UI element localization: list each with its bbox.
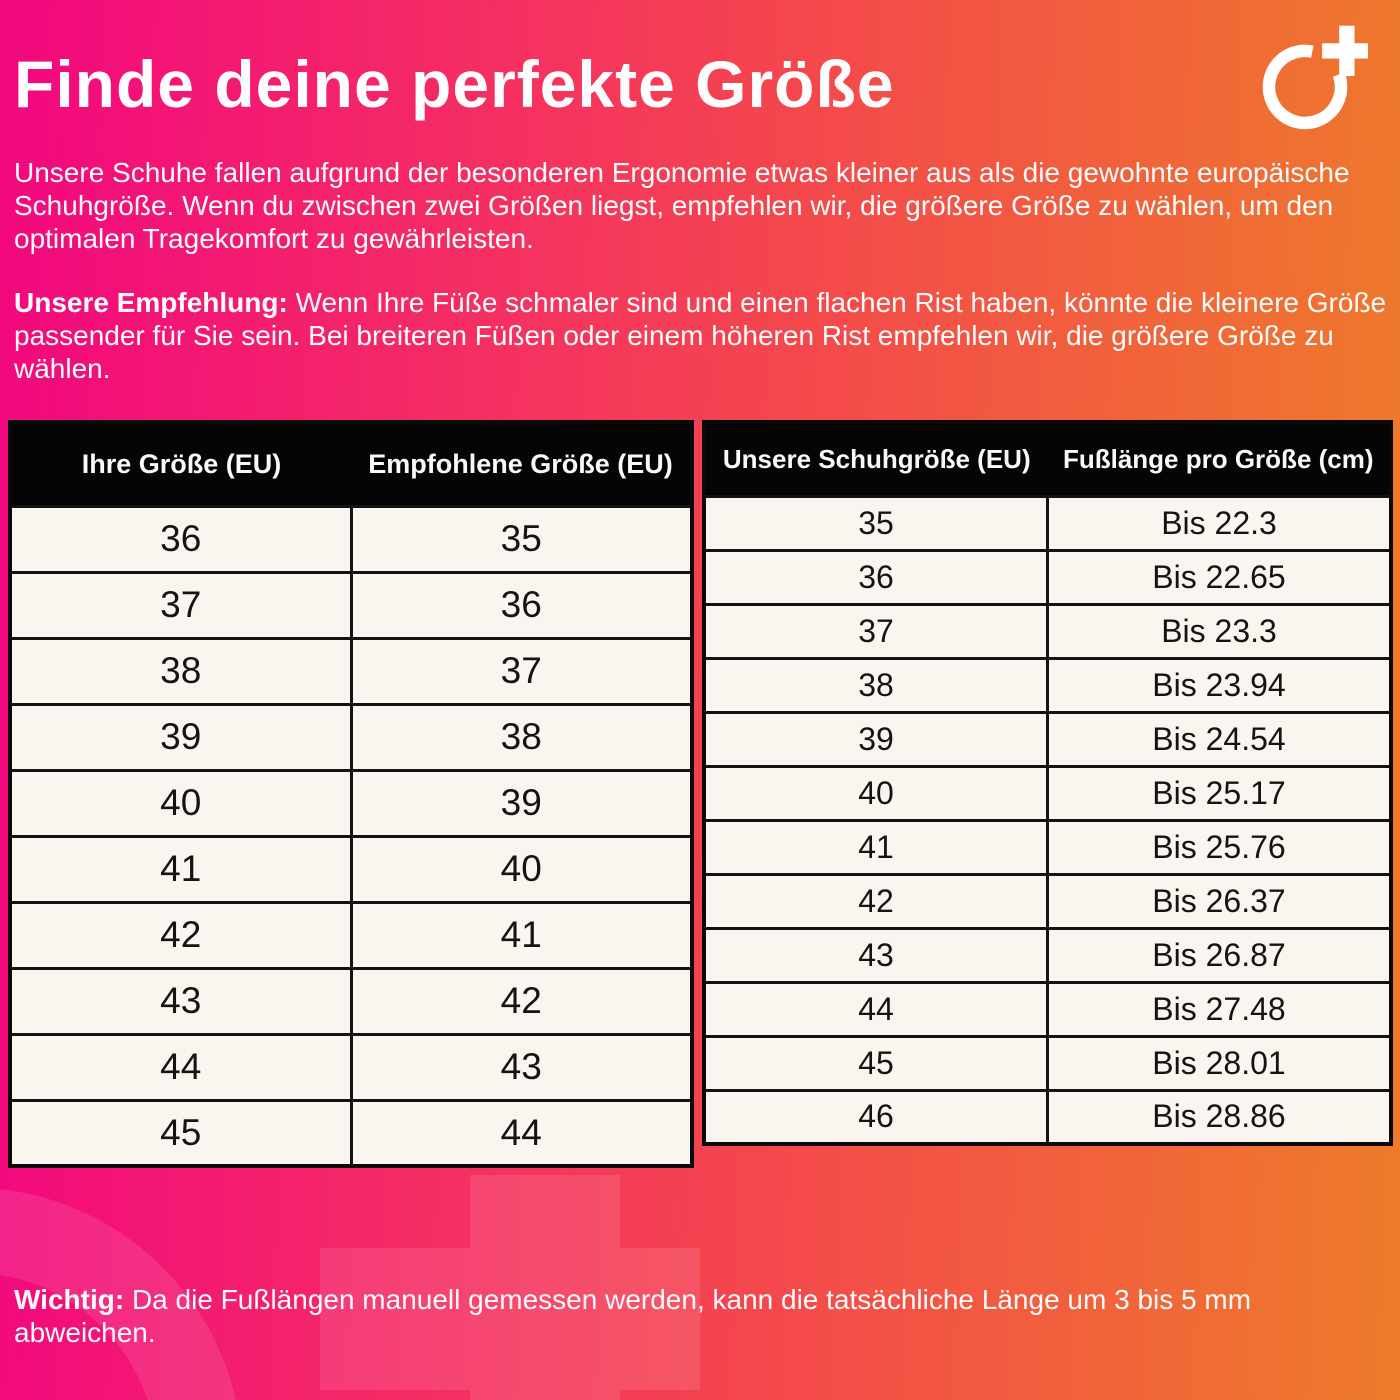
table-header-row: Unsere Schuhgröße (EU) Fußlänge pro Größ… [704,422,1391,496]
shoe-size-cell: 46 [702,1088,1049,1146]
recommended-size-cell: 43 [349,1032,694,1102]
shoe-size-cell: 43 [702,926,1049,984]
foot-length-cell: Bis 23.94 [1046,656,1393,714]
table-row: 45 44 [8,1098,694,1168]
shoe-size-cell: 36 [702,548,1049,606]
table-row: 42 41 [8,900,694,970]
your-size-cell: 45 [8,1098,353,1168]
your-size-cell: 38 [8,636,353,706]
foot-length-cell: Bis 22.3 [1046,494,1393,552]
recommendation-text: Wenn Ihre Füße schmaler sind und einen f… [14,287,1387,385]
your-size-cell: 40 [8,768,353,838]
foot-length-cell: Bis 28.01 [1046,1034,1393,1092]
your-size-cell: 42 [8,900,353,970]
shoe-size-cell: 41 [702,818,1049,876]
important-note: Wichtig: Da die Fußlängen manuell gemess… [14,1283,1359,1349]
table-row: 38 Bis 23.94 [702,656,1393,714]
header-your-size: Ihre Größe (EU) [10,422,351,506]
shoe-size-cell: 44 [702,980,1049,1038]
recommendation-paragraph: Unsere Empfehlung: Wenn Ihre Füße schmal… [14,286,1389,385]
foot-length-cell: Bis 25.76 [1046,818,1393,876]
table-row: 46 Bis 28.86 [702,1088,1393,1146]
table-row: 37 Bis 23.3 [702,602,1393,660]
shoe-size-cell: 38 [702,656,1049,714]
shoe-size-cell: 45 [702,1034,1049,1092]
table-row: 44 Bis 27.48 [702,980,1393,1038]
foot-length-cell: Bis 26.87 [1046,926,1393,984]
shoe-size-cell: 40 [702,764,1049,822]
o-plus-logo-icon [1262,25,1368,130]
important-note-text: Da die Fußlängen manuell gemessen werden… [14,1284,1252,1349]
table-row: 41 40 [8,834,694,904]
foot-length-cell: Bis 23.3 [1046,602,1393,660]
table-row: 45 Bis 28.01 [702,1034,1393,1092]
table-row: 38 37 [8,636,694,706]
table-row: 35 Bis 22.3 [702,494,1393,552]
your-size-cell: 43 [8,966,353,1036]
foot-length-table: Unsere Schuhgröße (EU) Fußlänge pro Größ… [702,420,1393,1146]
foot-length-cell: Bis 27.48 [1046,980,1393,1038]
table-row: 40 Bis 25.17 [702,764,1393,822]
table-row: 41 Bis 25.76 [702,818,1393,876]
table-row: 43 Bis 26.87 [702,926,1393,984]
logo-watermark-icon [0,1175,700,1400]
table-header-row: Ihre Größe (EU) Empfohlene Größe (EU) [10,422,692,506]
recommended-size-cell: 40 [349,834,694,904]
your-size-cell: 36 [8,504,353,574]
recommended-size-cell: 44 [349,1098,694,1168]
recommendation-label: Unsere Empfehlung: [14,287,288,318]
your-size-cell: 41 [8,834,353,904]
table-row: 36 35 [8,504,694,574]
table-row: 37 36 [8,570,694,640]
table-row: 40 39 [8,768,694,838]
foot-length-cell: Bis 28.86 [1046,1088,1393,1146]
table-row: 36 Bis 22.65 [702,548,1393,606]
header-shoe-size: Unsere Schuhgröße (EU) [704,422,1048,496]
your-size-cell: 39 [8,702,353,772]
shoe-size-cell: 35 [702,494,1049,552]
page-title: Finde deine perfekte Größe [14,47,895,121]
recommended-size-cell: 41 [349,900,694,970]
foot-length-cell: Bis 22.65 [1046,548,1393,606]
recommended-size-cell: 38 [349,702,694,772]
table-row: 39 Bis 24.54 [702,710,1393,768]
table-row: 43 42 [8,966,694,1036]
tables-row: Ihre Größe (EU) Empfohlene Größe (EU) 36… [8,420,1393,1168]
foot-length-cell: Bis 25.17 [1046,764,1393,822]
important-note-label: Wichtig: [14,1284,125,1315]
shoe-size-cell: 37 [702,602,1049,660]
table-row: 44 43 [8,1032,694,1102]
foot-length-cell: Bis 26.37 [1046,872,1393,930]
recommended-size-cell: 42 [349,966,694,1036]
shoe-size-cell: 42 [702,872,1049,930]
recommended-size-cell: 35 [349,504,694,574]
your-size-cell: 44 [8,1032,353,1102]
table-row: 39 38 [8,702,694,772]
header-foot-length: Fußlänge pro Größe (cm) [1047,422,1391,496]
recommended-size-cell: 39 [349,768,694,838]
recommended-size-cell: 36 [349,570,694,640]
size-recommendation-table: Ihre Größe (EU) Empfohlene Größe (EU) 36… [8,420,694,1168]
your-size-cell: 37 [8,570,353,640]
header-recommended-size: Empfohlene Größe (EU) [351,422,692,506]
intro-paragraph: Unsere Schuhe fallen aufgrund der besond… [14,157,1350,255]
recommended-size-cell: 37 [349,636,694,706]
shoe-size-cell: 39 [702,710,1049,768]
foot-length-cell: Bis 24.54 [1046,710,1393,768]
table-row: 42 Bis 26.37 [702,872,1393,930]
